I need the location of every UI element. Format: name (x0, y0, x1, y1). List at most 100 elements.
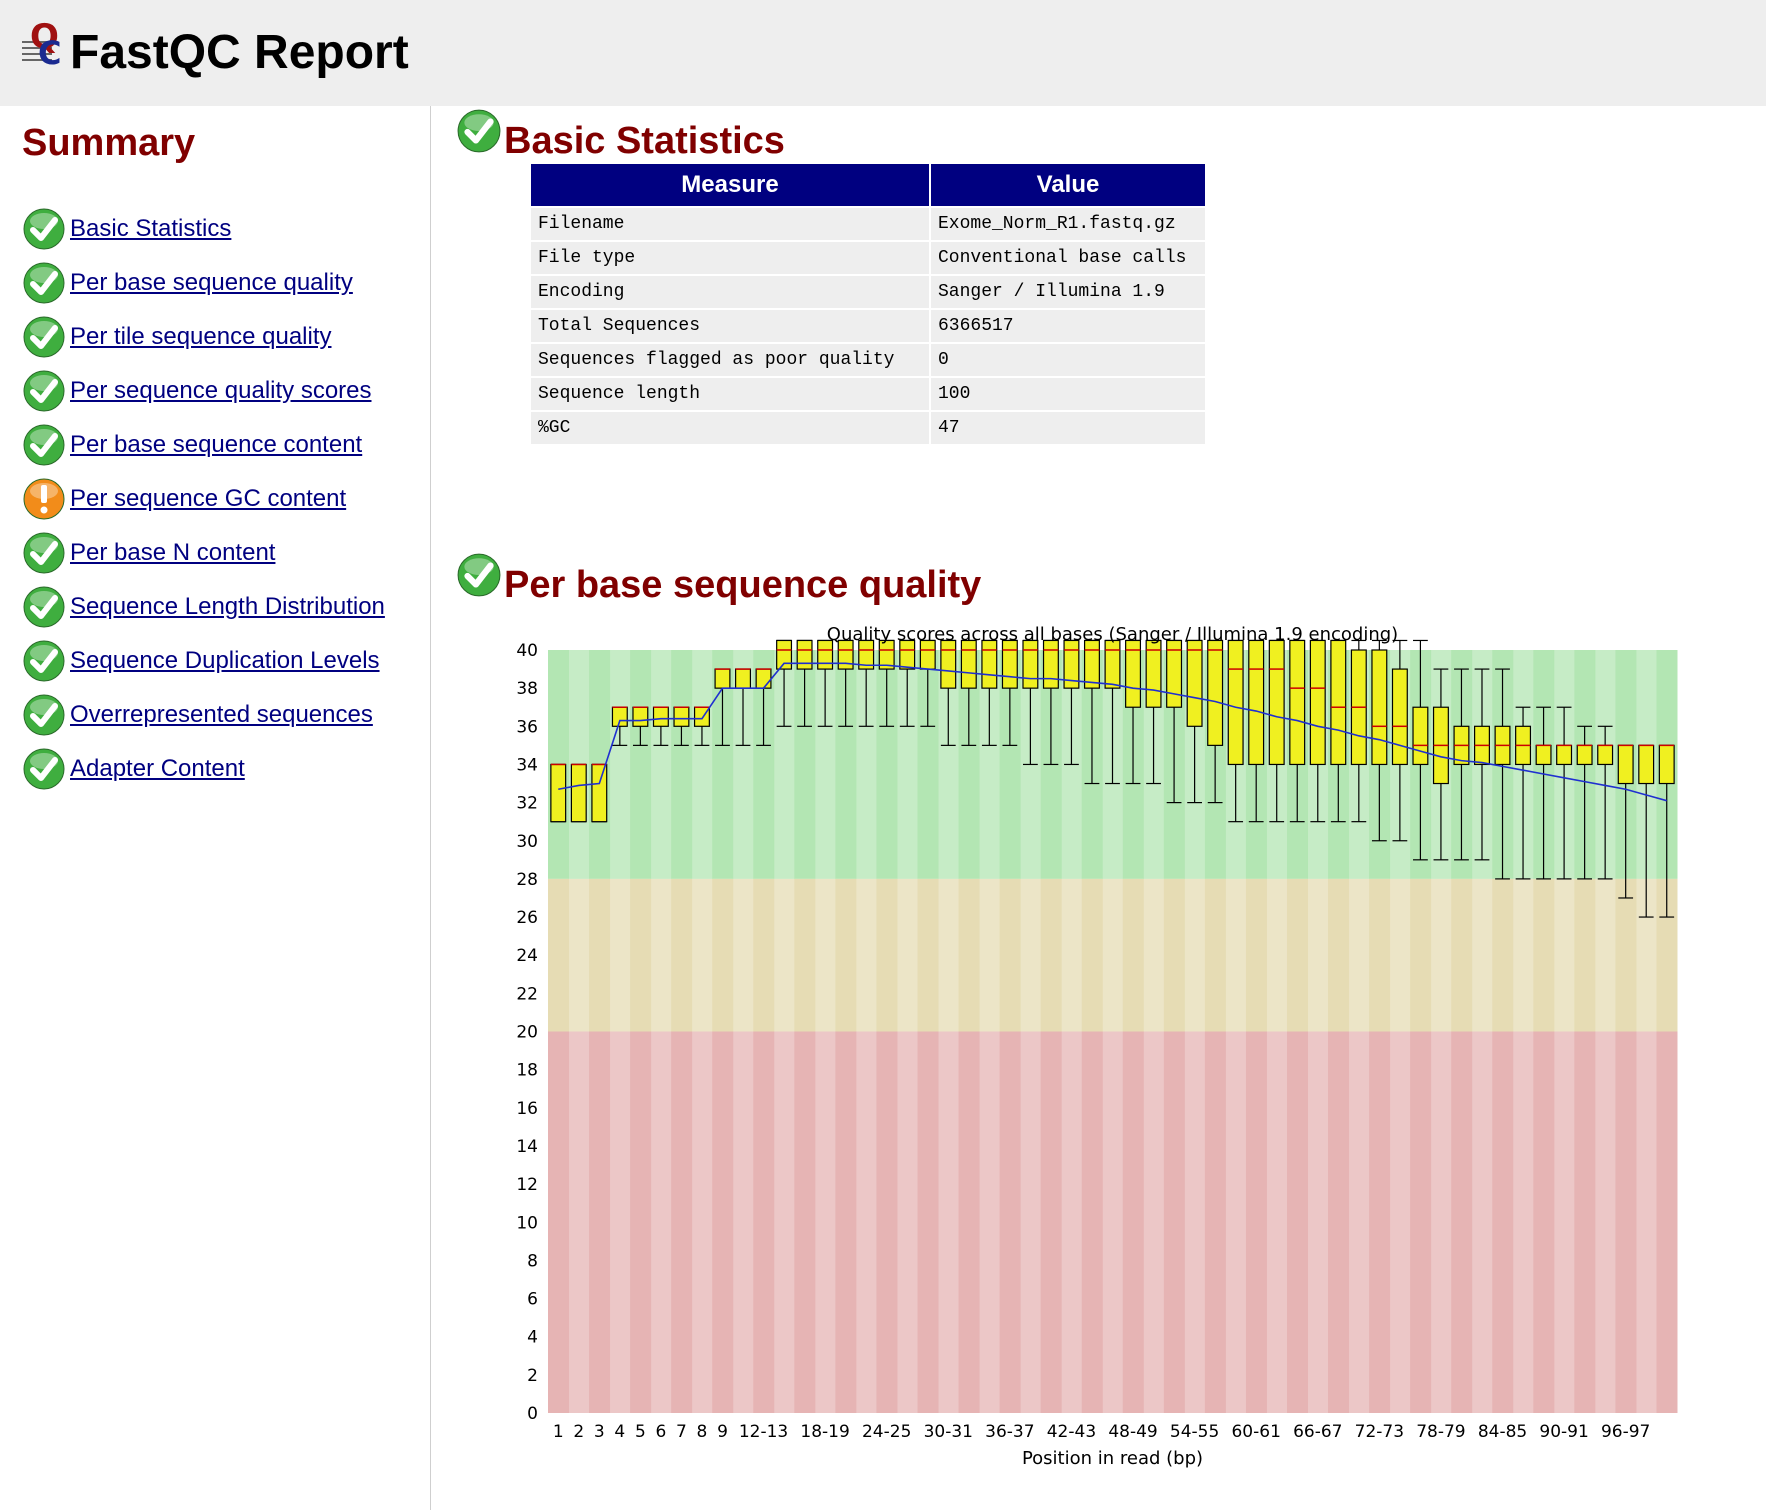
basic-statistics-title: Basic Statistics (504, 120, 785, 162)
module-link[interactable]: Per base N content (70, 539, 276, 566)
zone-band (1328, 1031, 1350, 1413)
pass-icon (23, 694, 65, 736)
pass-icon (23, 532, 65, 574)
module-link[interactable]: Per sequence GC content (70, 485, 347, 512)
zone-band (896, 1031, 918, 1413)
x-axis-label: Position in read (bp) (1022, 1448, 1203, 1469)
zone-band (1245, 1031, 1267, 1413)
zone-band (896, 878, 918, 1032)
zone-band (650, 650, 672, 879)
module-link[interactable]: Per sequence quality scores (70, 377, 372, 404)
zone-band (1225, 878, 1247, 1032)
zone-band (1204, 1031, 1226, 1413)
quartile-box (735, 668, 751, 689)
zone-band (814, 650, 836, 879)
zone-band (1348, 878, 1370, 1032)
module-link[interactable]: Per base sequence quality (70, 269, 353, 296)
x-tick-label: 18-19 (800, 1422, 849, 1442)
quartile-box (1289, 639, 1306, 766)
zone-band (1328, 878, 1350, 1032)
module-link[interactable]: Sequence Length Distribution (70, 593, 385, 620)
measure-cell: Sequences flagged as poor quality (531, 344, 929, 376)
zone-band (773, 1031, 795, 1413)
x-tick-label: 24-25 (862, 1422, 911, 1442)
x-tick-label: 60-61 (1231, 1422, 1280, 1442)
y-tick-label: 34 (516, 755, 538, 775)
zone-band (650, 878, 672, 1032)
x-tick-label: 48-49 (1108, 1422, 1157, 1442)
quartile-box (1309, 639, 1326, 766)
x-tick-label: 54-55 (1170, 1422, 1219, 1442)
quartile-box (1535, 744, 1552, 766)
quartile-box (940, 639, 957, 689)
quartile-box (1371, 649, 1388, 766)
zone-band (979, 650, 1001, 879)
zone-band (794, 878, 816, 1032)
module-link[interactable]: Basic Statistics (70, 215, 232, 242)
y-tick-label: 26 (516, 908, 538, 928)
zone-band (1430, 878, 1452, 1032)
zone-band (1574, 878, 1596, 1032)
quartile-box (652, 706, 669, 727)
quartile-box (1104, 639, 1121, 689)
zone-band (855, 878, 877, 1032)
y-tick-label: 14 (516, 1137, 538, 1157)
table-row: Filename Exome_Norm_R1.fastq.gz (531, 208, 1205, 240)
warning-icon (23, 478, 65, 520)
pass-icon (23, 586, 65, 628)
zone-band (712, 1031, 734, 1413)
module-link[interactable]: Per base sequence content (70, 431, 363, 458)
x-tick-label: 84-85 (1478, 1422, 1527, 1442)
zone-band (855, 650, 877, 879)
zone-band (568, 878, 590, 1032)
zone-band (1102, 1031, 1124, 1413)
pass-icon (23, 424, 65, 466)
x-tick-label: 36-37 (985, 1422, 1034, 1442)
zone-band (1081, 878, 1103, 1032)
quartile-box (858, 639, 875, 670)
zone-band (1553, 878, 1575, 1032)
summary-title: Summary (22, 122, 196, 164)
zone-band (1061, 1031, 1083, 1413)
zone-band (1266, 1031, 1288, 1413)
basic-statistics-table: Measure Value Filename Exome_Norm_R1.fast… (529, 162, 1207, 446)
quartile-box (1597, 744, 1614, 766)
x-tick-label: 90-91 (1539, 1422, 1588, 1442)
zone-band (1533, 878, 1555, 1032)
zone-band (1163, 1031, 1185, 1413)
quartile-box (1658, 744, 1675, 785)
quartile-box (1391, 668, 1408, 766)
module-list: Basic Statistics Per base sequence qualit… (22, 202, 385, 796)
module-link[interactable]: Per tile sequence quality (70, 323, 332, 350)
quartile-box (981, 639, 998, 689)
zone-band (1204, 878, 1226, 1032)
quartile-box (1617, 744, 1634, 785)
x-tick-label: 12-13 (739, 1422, 788, 1442)
module-link[interactable]: Overrepresented sequences (70, 701, 373, 728)
module-link[interactable]: Sequence Duplication Levels (70, 647, 380, 674)
y-tick-label: 40 (516, 641, 538, 661)
module-link[interactable]: Adapter Content (70, 755, 245, 782)
zone-band (609, 878, 631, 1032)
y-tick-label: 6 (527, 1290, 538, 1310)
pass-icon (457, 109, 501, 153)
x-tick-label: 2 (573, 1422, 584, 1442)
x-tick-label: 9 (717, 1422, 728, 1442)
x-tick-label: 8 (697, 1422, 708, 1442)
zone-band (1594, 878, 1616, 1032)
zone-band (1389, 1031, 1411, 1413)
zone-band (917, 1031, 939, 1413)
zone-band (753, 650, 775, 879)
zone-band (876, 650, 898, 879)
pass-icon (23, 748, 65, 790)
zone-band (1574, 1031, 1596, 1413)
quartile-box (1268, 639, 1285, 766)
zone-band (979, 1031, 1001, 1413)
zone-band (1266, 878, 1288, 1032)
zone-band (1533, 1031, 1555, 1413)
zone-band (753, 1031, 775, 1413)
table-row: File type Conventional base calls (531, 242, 1205, 274)
zone-band (876, 878, 898, 1032)
pass-icon (23, 208, 65, 250)
